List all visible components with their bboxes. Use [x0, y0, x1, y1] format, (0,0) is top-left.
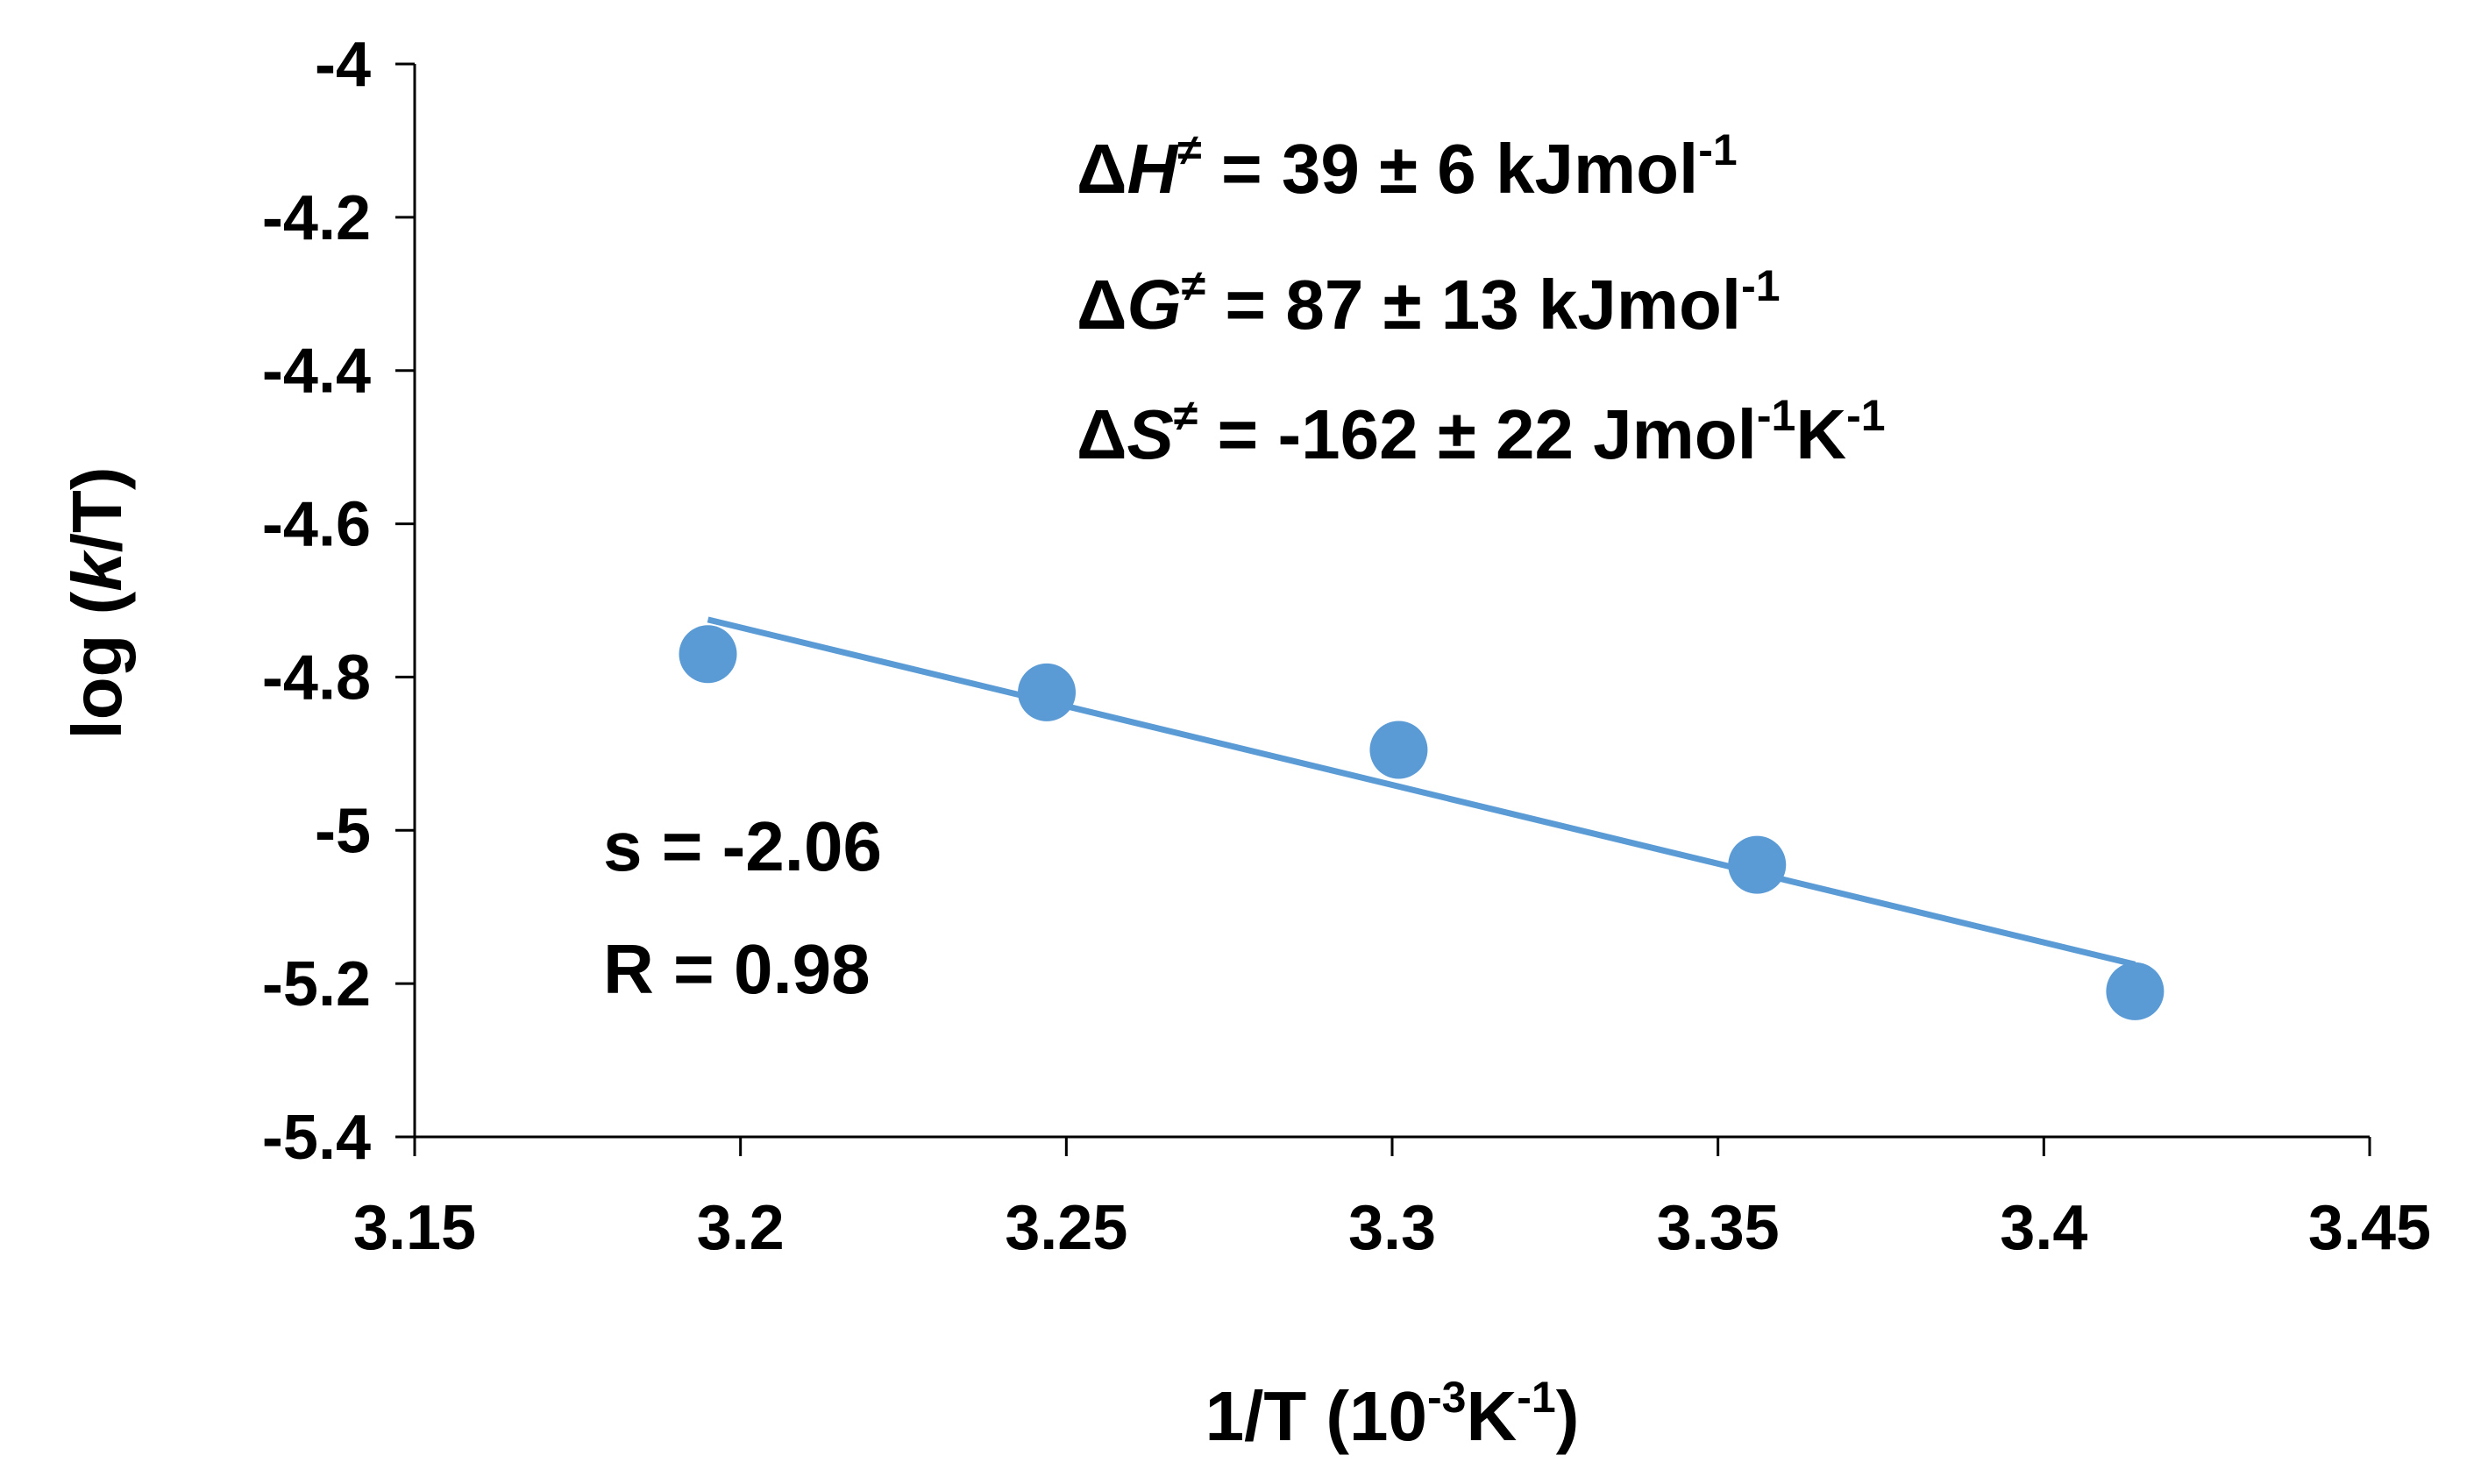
y-ticks: -4 -4.2 -4.4 -4.6 -4.8 -5 -5.2 -5.4: [262, 30, 415, 1173]
y-tick-label: -5.4: [262, 1103, 371, 1173]
data-point: [2106, 962, 2165, 1020]
x-tick-label: 3.4: [2000, 1193, 2087, 1263]
delta-g-annotation: ΔG≠ = 87 ± 13 kJmol-1: [1077, 261, 1781, 344]
r-annotation: R = 0.98: [603, 930, 871, 1008]
fit-line: [707, 616, 2136, 968]
y-tick-label: -5.2: [262, 949, 371, 1019]
x-tick-label: 3.25: [1005, 1193, 1127, 1263]
delta-s-annotation: ΔS≠ = -162 ± 22 Jmol-1K-1: [1077, 391, 1886, 473]
y-tick-label: -4.4: [262, 337, 371, 407]
x-tick-label: 3.2: [697, 1193, 785, 1263]
x-tick-label: 3.35: [1657, 1193, 1780, 1263]
y-tick-label: -4.2: [262, 183, 371, 253]
y-tick-label: -4: [315, 30, 371, 100]
x-tick-label: 3.45: [2308, 1193, 2431, 1263]
x-ticks: 3.15 3.2 3.25 3.3 3.35 3.4 3.45: [353, 1137, 2431, 1263]
data-point: [1018, 663, 1077, 721]
x-tick-label: 3.3: [1348, 1193, 1436, 1263]
x-axis-title: 1/T (10-3K-1): [1205, 1373, 1580, 1455]
slope-annotation: s = -2.06: [603, 807, 882, 885]
y-axis-title: log (k/T): [58, 466, 136, 739]
data-points: [679, 625, 2165, 1020]
y-tick-label: -4.8: [262, 643, 371, 713]
data-point: [1728, 835, 1787, 894]
data-point: [1369, 721, 1428, 779]
delta-h-annotation: ΔH≠ = 39 ± 6 kJmol-1: [1077, 125, 1738, 208]
x-tick-label: 3.15: [353, 1193, 476, 1263]
y-tick-label: -5: [315, 796, 371, 866]
y-tick-label: -4.6: [262, 490, 371, 560]
data-point: [679, 625, 737, 684]
